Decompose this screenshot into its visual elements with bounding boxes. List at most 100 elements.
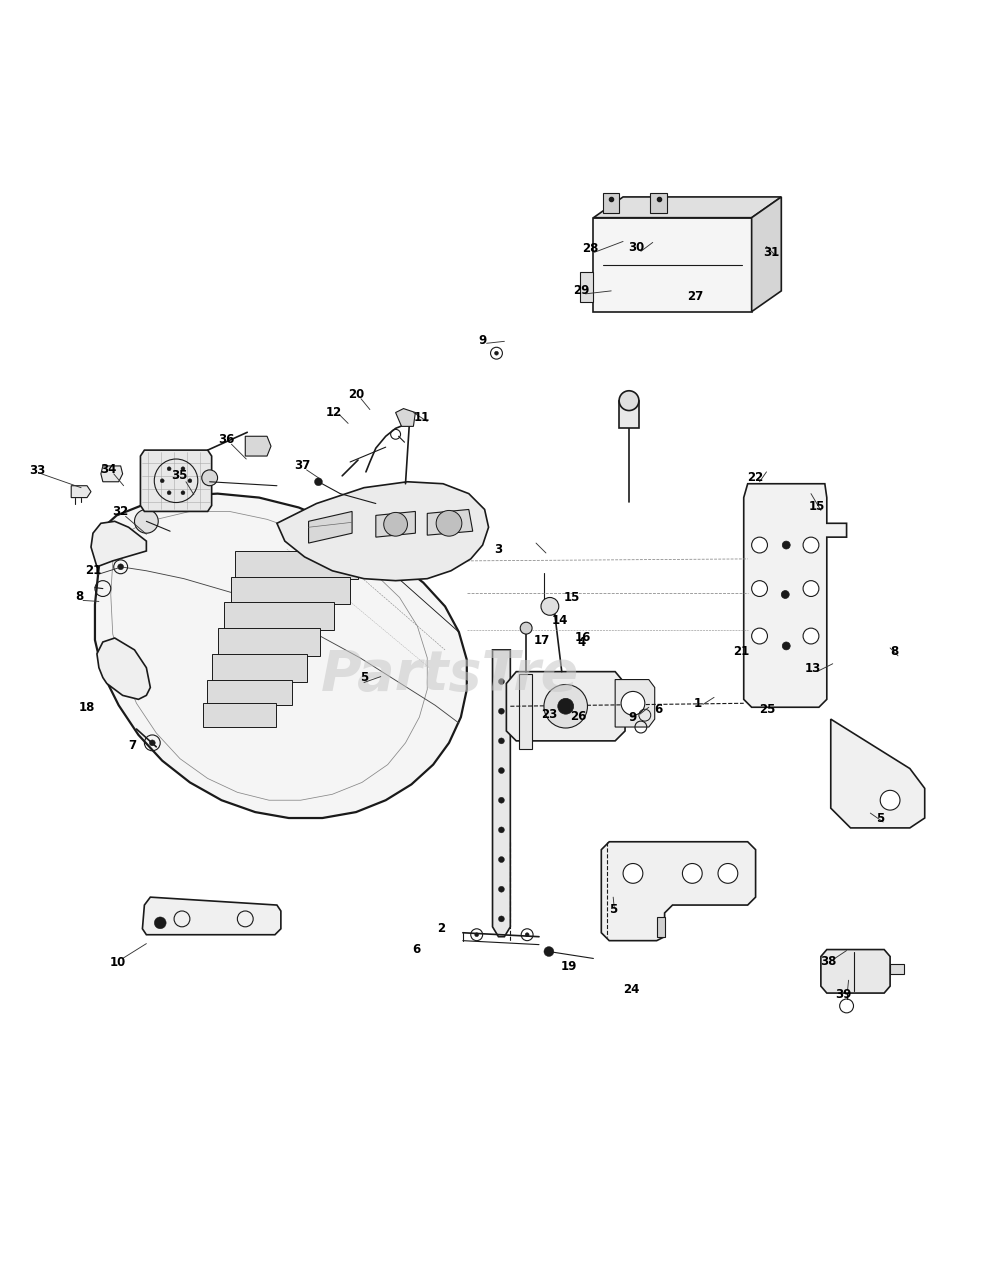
- Text: 9: 9: [479, 334, 487, 347]
- Circle shape: [384, 512, 407, 536]
- Circle shape: [718, 864, 738, 883]
- Circle shape: [544, 685, 587, 728]
- Text: 4: 4: [578, 636, 585, 649]
- Polygon shape: [207, 680, 292, 705]
- Text: 21: 21: [85, 564, 101, 577]
- Polygon shape: [601, 842, 756, 941]
- Text: 5: 5: [609, 904, 617, 916]
- Circle shape: [621, 691, 645, 716]
- Polygon shape: [650, 193, 667, 214]
- Circle shape: [498, 768, 504, 773]
- Circle shape: [803, 538, 819, 553]
- Circle shape: [202, 470, 218, 485]
- Circle shape: [803, 581, 819, 596]
- Text: 15: 15: [564, 591, 580, 604]
- Polygon shape: [890, 964, 904, 974]
- Polygon shape: [309, 512, 352, 543]
- Text: 15: 15: [809, 500, 825, 513]
- Polygon shape: [603, 193, 619, 214]
- Text: 11: 11: [413, 411, 429, 424]
- Text: 13: 13: [805, 662, 821, 675]
- Circle shape: [619, 390, 639, 411]
- Circle shape: [181, 467, 185, 471]
- Circle shape: [682, 864, 702, 883]
- Circle shape: [781, 590, 789, 599]
- Circle shape: [494, 351, 498, 355]
- Polygon shape: [752, 197, 781, 311]
- Text: 10: 10: [110, 956, 126, 969]
- Text: 21: 21: [734, 645, 750, 658]
- Circle shape: [402, 413, 413, 425]
- Circle shape: [782, 541, 790, 549]
- Text: 14: 14: [552, 613, 568, 627]
- Text: 39: 39: [836, 988, 852, 1001]
- Circle shape: [541, 598, 559, 616]
- Polygon shape: [212, 654, 307, 681]
- Polygon shape: [744, 484, 847, 708]
- Text: 5: 5: [360, 671, 368, 684]
- Circle shape: [498, 856, 504, 863]
- Polygon shape: [376, 512, 415, 538]
- Circle shape: [436, 511, 462, 536]
- Polygon shape: [101, 466, 123, 481]
- Polygon shape: [593, 197, 781, 218]
- Text: 3: 3: [494, 543, 502, 556]
- Circle shape: [498, 827, 504, 833]
- Polygon shape: [519, 673, 532, 749]
- Polygon shape: [493, 650, 510, 937]
- Text: 6: 6: [655, 703, 663, 716]
- Text: 27: 27: [687, 291, 703, 303]
- Text: 8: 8: [75, 590, 83, 603]
- Text: 1: 1: [694, 696, 702, 710]
- Text: 24: 24: [623, 983, 639, 996]
- Circle shape: [167, 467, 171, 471]
- Text: 35: 35: [171, 470, 187, 483]
- Circle shape: [752, 538, 767, 553]
- Polygon shape: [95, 494, 467, 818]
- Text: 17: 17: [534, 634, 550, 646]
- Circle shape: [160, 479, 164, 483]
- Circle shape: [558, 699, 574, 714]
- Text: 7: 7: [129, 740, 136, 753]
- Text: 38: 38: [821, 955, 837, 968]
- Text: 30: 30: [628, 241, 644, 253]
- Circle shape: [782, 643, 790, 650]
- Polygon shape: [203, 703, 276, 727]
- Polygon shape: [619, 401, 639, 429]
- Text: PartsTre: PartsTre: [320, 648, 580, 701]
- Polygon shape: [245, 436, 271, 456]
- Circle shape: [154, 916, 166, 929]
- Circle shape: [623, 864, 643, 883]
- Polygon shape: [71, 485, 91, 498]
- Polygon shape: [231, 577, 350, 604]
- Polygon shape: [224, 603, 334, 630]
- Text: 28: 28: [583, 242, 598, 255]
- Polygon shape: [506, 672, 625, 741]
- Polygon shape: [427, 509, 473, 535]
- Circle shape: [498, 678, 504, 685]
- Circle shape: [752, 628, 767, 644]
- Circle shape: [525, 933, 529, 937]
- Circle shape: [880, 790, 900, 810]
- Circle shape: [803, 628, 819, 644]
- Text: 16: 16: [575, 631, 590, 644]
- Polygon shape: [142, 897, 281, 934]
- Text: 34: 34: [101, 463, 117, 476]
- Polygon shape: [821, 950, 890, 993]
- Text: 37: 37: [295, 460, 311, 472]
- Text: 12: 12: [326, 406, 342, 419]
- Circle shape: [474, 538, 480, 544]
- Text: 31: 31: [764, 246, 779, 259]
- Polygon shape: [235, 550, 358, 579]
- Text: 6: 6: [412, 943, 420, 956]
- Text: 20: 20: [348, 388, 364, 401]
- Polygon shape: [91, 521, 146, 567]
- Polygon shape: [140, 451, 212, 512]
- Text: 19: 19: [561, 960, 577, 973]
- Circle shape: [315, 477, 322, 485]
- Circle shape: [498, 886, 504, 892]
- Polygon shape: [615, 680, 655, 727]
- Polygon shape: [396, 408, 415, 426]
- Text: 5: 5: [876, 812, 884, 824]
- Circle shape: [181, 490, 185, 495]
